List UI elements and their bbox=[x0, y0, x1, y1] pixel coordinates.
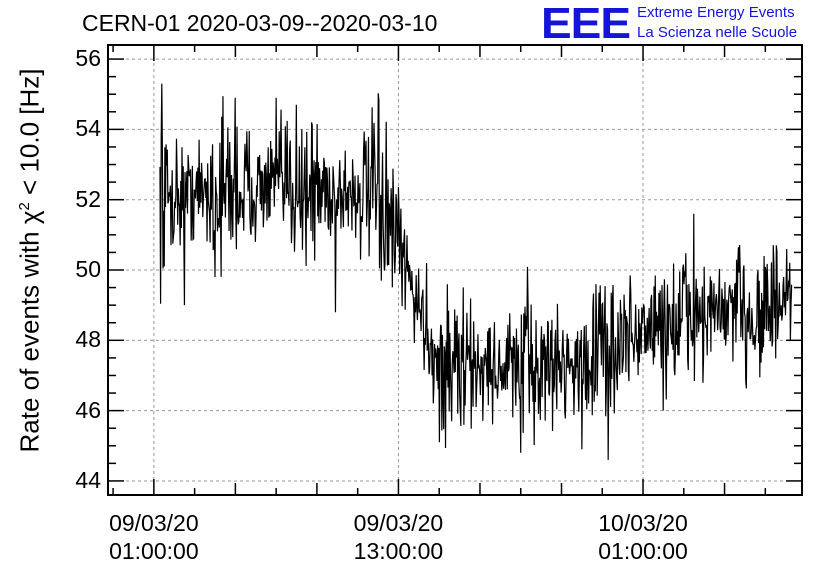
eee-logo: EEE bbox=[541, 0, 631, 48]
y-tick-label: 44 bbox=[75, 466, 101, 493]
logo-subtitle-1: Extreme Energy Events bbox=[637, 4, 795, 21]
rate-series-line bbox=[159, 83, 793, 460]
x-tick-date: 09/03/20 bbox=[109, 510, 199, 536]
x-tick-time: 01:00:00 bbox=[109, 538, 199, 564]
y-tick-label: 46 bbox=[75, 396, 101, 423]
x-tick-date: 10/03/20 bbox=[598, 510, 688, 536]
y-axis-label-sup: 2 bbox=[15, 202, 33, 211]
grid-lines bbox=[108, 45, 802, 495]
y-axis-label-main: Rate of events with χ bbox=[14, 210, 45, 453]
x-tick-time: 13:00:00 bbox=[353, 538, 444, 564]
axis-ticks bbox=[108, 45, 802, 495]
chart-title: CERN-01 2020-03-09--2020-03-10 bbox=[82, 10, 438, 36]
y-tick-label: 54 bbox=[75, 115, 101, 142]
x-tick-date: 09/03/20 bbox=[353, 510, 444, 536]
y-tick-label: 52 bbox=[75, 185, 101, 212]
y-tick-label: 50 bbox=[75, 256, 101, 282]
x-tick-label: 10/03/20 01:00:00 bbox=[573, 509, 713, 565]
x-tick-label: 09/03/20 13:00:00 bbox=[328, 509, 468, 565]
y-tick-label: 48 bbox=[75, 326, 101, 353]
logo-subtitle-2: La Scienza nelle Scuole bbox=[637, 24, 798, 41]
y-axis-label-tail: < 10.0 [Hz] bbox=[14, 68, 45, 203]
y-axis-label: Rate of events with χ2 < 10.0 [Hz] bbox=[15, 31, 46, 491]
y-tick-label: 56 bbox=[75, 45, 101, 72]
x-tick-label: 09/03/20 01:00:00 bbox=[84, 509, 224, 565]
x-tick-time: 01:00:00 bbox=[598, 538, 688, 564]
